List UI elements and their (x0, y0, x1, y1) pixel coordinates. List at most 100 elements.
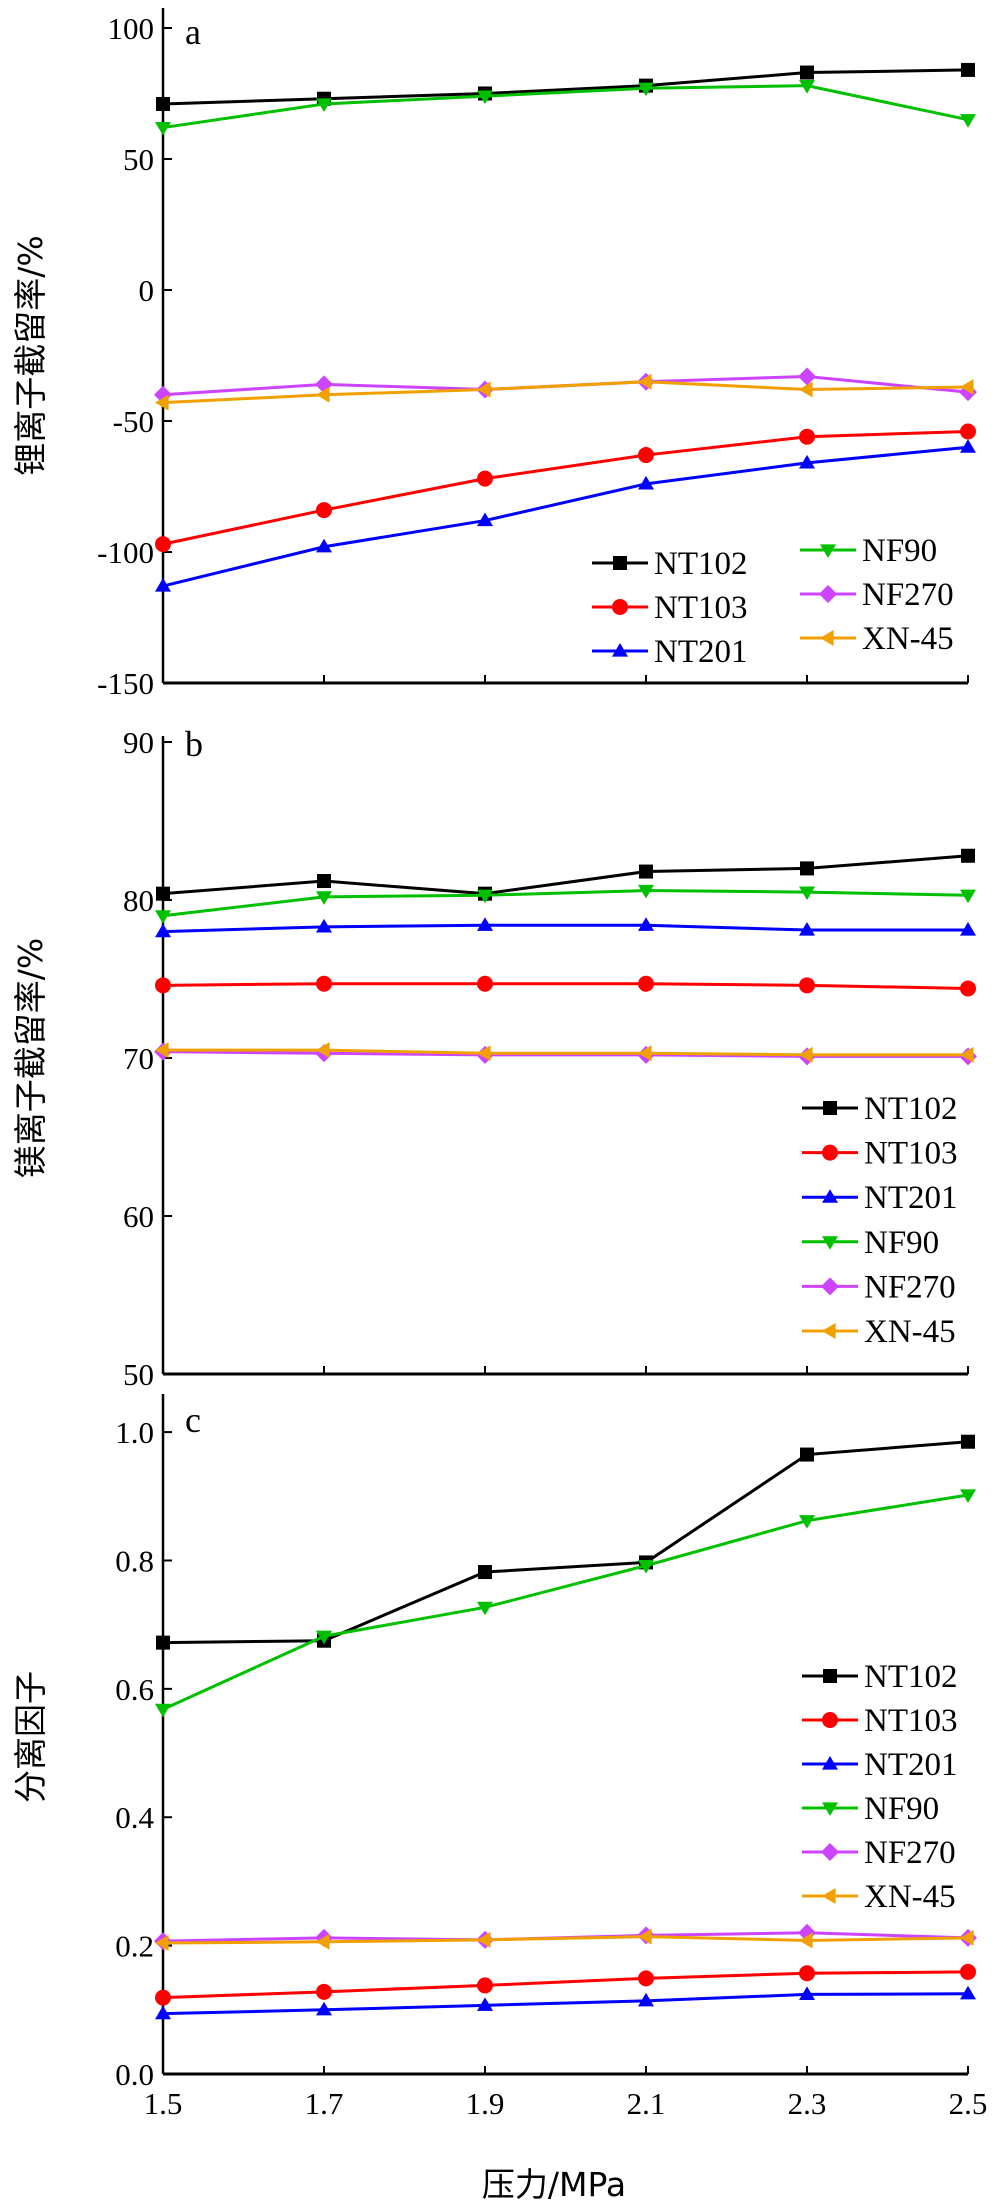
data-point (799, 1965, 815, 1982)
legend-entry: NT201 (864, 1747, 958, 1783)
legend-entry: NT201 (654, 634, 748, 670)
data-point (799, 454, 815, 469)
data-point (155, 1042, 169, 1059)
legend-marker (821, 1843, 839, 1861)
y-tick-label: 60 (123, 1199, 154, 1234)
data-point (960, 1985, 976, 2000)
data-point (155, 394, 169, 411)
legend-entry: NT102 (864, 1659, 958, 1695)
y-tick-label: 70 (123, 1041, 154, 1076)
panel-letter: a (185, 12, 201, 52)
series-line (162, 923, 968, 934)
series-line (162, 380, 969, 405)
series-nf90 (155, 1489, 976, 1718)
series-line (162, 429, 969, 546)
series-nt201 (155, 439, 976, 592)
legend-entry: XN-45 (862, 621, 954, 657)
y-tick-label: 0.6 (115, 1672, 154, 1707)
data-point (477, 1045, 491, 1062)
x-axis-title: 压力/MPa (482, 2165, 626, 2204)
y-axis-title: 分离因子 (11, 1671, 50, 1803)
data-point (155, 121, 171, 136)
legend-marker (823, 1101, 837, 1115)
legend-entry: NF270 (862, 577, 954, 613)
y-axis-title: 镁离子截留率/% (11, 938, 50, 1178)
series-line (162, 854, 969, 896)
data-point (477, 1931, 491, 1948)
data-point (638, 1045, 652, 1062)
data-point (478, 1565, 492, 1580)
data-point (316, 502, 332, 519)
data-point (799, 428, 815, 445)
y-tick-label: 90 (123, 725, 154, 760)
data-point (960, 1046, 974, 1063)
data-point (156, 886, 170, 901)
data-point (961, 62, 975, 77)
data-point (477, 90, 493, 105)
series-line (162, 1050, 968, 1058)
panel-letter: c (185, 1400, 201, 1440)
plot-root: 100 50 0 -50 -100 -150 锂离子截留率/% a NT102 NT103 NT20… (11, 8, 987, 2121)
data-point (960, 889, 976, 904)
series-xn-45 (155, 1042, 974, 1063)
series-line (162, 1493, 969, 1711)
data-point (155, 1703, 171, 1718)
legend-marker (823, 1669, 837, 1683)
data-point (316, 891, 332, 905)
y-tick-label: 0.4 (115, 1800, 154, 1835)
data-point (960, 1929, 974, 1946)
data-point (477, 381, 491, 398)
data-point (316, 98, 332, 112)
legend-entry: NT201 (864, 1180, 958, 1216)
legend-marker (820, 630, 834, 646)
data-point (316, 2001, 332, 2016)
legend-marker (822, 1712, 838, 1728)
data-point (799, 80, 815, 94)
data-point (799, 886, 815, 901)
y-tick-label: 0.8 (115, 1543, 154, 1578)
data-point (638, 1560, 654, 1574)
legend-marker (822, 1756, 838, 1770)
legend-entry: NT103 (864, 1703, 958, 1739)
legend-marker (820, 544, 836, 558)
legend-entry: NF90 (864, 1791, 939, 1827)
data-point (638, 447, 654, 464)
data-point (155, 1989, 171, 2006)
data-point (961, 848, 975, 863)
data-point (477, 1977, 493, 1994)
x-tick-label: 2.3 (788, 2086, 827, 2121)
data-point (155, 536, 171, 553)
data-point (155, 910, 171, 924)
data-point (960, 922, 976, 936)
series-line (162, 84, 969, 130)
data-point (477, 1997, 493, 2011)
legend-marker (612, 643, 628, 657)
legend: NT102 NT103 NT201 NF90 NF270 XN-45 (802, 1091, 958, 1350)
legend-entry: NT103 (654, 590, 748, 626)
series-line (162, 1992, 969, 2016)
panel-a: 100 50 0 -50 -100 -150 锂离子截留率/% a NT102 NT103 NT20… (11, 8, 977, 701)
data-point (960, 378, 974, 395)
data-point (155, 578, 171, 592)
legend-entry: NF270 (864, 1269, 956, 1305)
data-point (799, 977, 815, 994)
data-point (960, 439, 976, 453)
data-point (155, 2005, 171, 2020)
series-line (162, 445, 969, 588)
series-nf90 (155, 884, 976, 924)
data-point (316, 1933, 330, 1950)
data-point (960, 423, 976, 440)
data-point (477, 1601, 493, 1616)
legend-entry: NF90 (862, 533, 937, 569)
data-point (316, 918, 332, 933)
data-point (960, 980, 976, 997)
series-xn-45 (155, 1928, 974, 1952)
data-point (638, 373, 652, 390)
y-tick-label: 0 (139, 273, 155, 308)
y-tick-label: 50 (123, 1357, 154, 1392)
data-point (638, 82, 654, 97)
data-point (798, 367, 816, 386)
legend-entry: XN-45 (864, 1879, 956, 1915)
data-point (477, 512, 493, 527)
data-point (960, 114, 976, 128)
